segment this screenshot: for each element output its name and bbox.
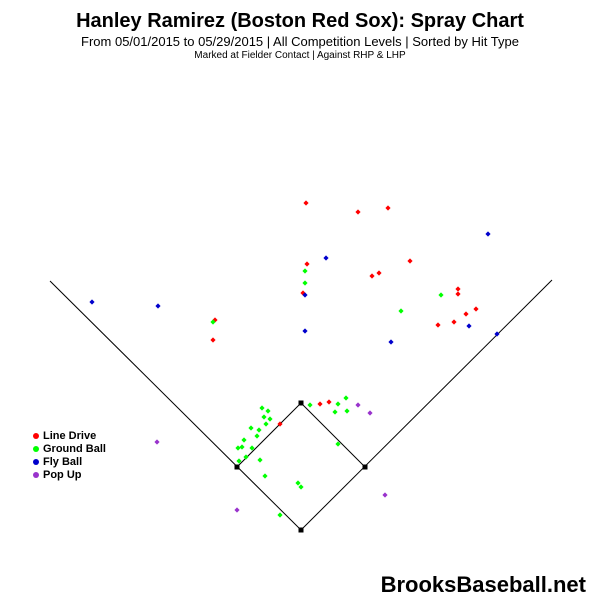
ground-ball-point (265, 408, 271, 414)
pop-up-point (234, 507, 240, 513)
watermark: BrooksBaseball.net (380, 572, 586, 597)
second-base (298, 400, 304, 406)
fly-ball-point (323, 255, 329, 261)
ground-ball-point (248, 425, 254, 431)
line-drive-point (463, 311, 469, 317)
fly-ball-point (302, 328, 308, 334)
legend-item-line-drive: Line Drive (33, 429, 106, 442)
legend-item-ground-ball: Ground Ball (33, 442, 106, 455)
home-plate (298, 527, 304, 533)
ground-ball-point (335, 401, 341, 407)
bases (234, 400, 368, 533)
fly-ball-point (388, 339, 394, 345)
ground-ball-point (438, 292, 444, 298)
ground-ball-point (210, 319, 216, 325)
pop-up-point (382, 492, 388, 498)
right-foul-line (300, 279, 553, 531)
ground-ball-point (295, 480, 301, 486)
line-drive-point (369, 273, 375, 279)
ground-ball-point (307, 402, 313, 408)
line-drive-point (451, 319, 457, 325)
line-drive-point (376, 270, 382, 276)
ground-ball-point (239, 444, 245, 450)
legend-label: Fly Ball (43, 455, 83, 468)
legend-label: Line Drive (43, 429, 97, 442)
legend-item-pop-up: Pop Up (33, 468, 106, 481)
line-drive-point (435, 322, 441, 328)
ground-ball-point (335, 441, 341, 447)
legend-marker (33, 432, 39, 439)
line-drive-point (303, 200, 309, 206)
chart-title: Hanley Ramirez (Boston Red Sox): Spray C… (76, 10, 524, 32)
ground-ball-point (249, 445, 255, 451)
ground-ball-point (263, 421, 269, 427)
ground-ball-point (254, 433, 260, 439)
fly-ball-point (494, 331, 500, 337)
line-drive-point (326, 399, 332, 405)
ground-ball-point (259, 405, 265, 411)
ground-ball-point (343, 395, 349, 401)
ground-ball-point (243, 454, 249, 460)
fly-ball-point (466, 323, 472, 329)
legend-label: Pop Up (43, 468, 82, 481)
line-drive-point (455, 286, 461, 292)
ground-ball-point (262, 473, 268, 479)
line-drive-point (317, 401, 323, 407)
chart-subtitle-secondary: Marked at Fielder Contact | Against RHP … (194, 50, 406, 61)
ground-ball-point (256, 427, 262, 433)
legend-marker (33, 471, 39, 478)
line-drive-point (455, 291, 461, 297)
infield-second-first (300, 402, 366, 468)
legend-marker (33, 445, 39, 452)
line-drive-point (304, 261, 310, 267)
ground-ball-point (298, 484, 304, 490)
ground-ball-point (302, 268, 308, 274)
line-drive-point (407, 258, 413, 264)
ground-ball-point (302, 280, 308, 286)
fly-ball-point (89, 299, 95, 305)
hit-points (89, 200, 500, 518)
ground-ball-point (261, 414, 267, 420)
left-foul-line (49, 280, 302, 531)
legend-item-fly-ball: Fly Ball (33, 455, 106, 468)
line-drive-point (385, 205, 391, 211)
ground-ball-point (241, 437, 247, 443)
legend-label: Ground Ball (43, 442, 106, 455)
fly-ball-point (302, 292, 308, 298)
third-base (234, 464, 240, 470)
line-drive-point (473, 306, 479, 312)
first-base (362, 464, 368, 470)
legend-marker (33, 458, 39, 465)
pop-up-point (355, 402, 361, 408)
line-drive-point (355, 209, 361, 215)
ground-ball-point (277, 512, 283, 518)
ground-ball-point (332, 409, 338, 415)
line-drive-point (277, 421, 283, 427)
ground-ball-point (236, 458, 242, 464)
fly-ball-point (485, 231, 491, 237)
ground-ball-point (257, 457, 263, 463)
ground-ball-point (267, 416, 273, 422)
ground-ball-point (344, 408, 350, 414)
ground-ball-point (235, 445, 241, 451)
chart-subtitle: From 05/01/2015 to 05/29/2015 | All Comp… (81, 34, 519, 49)
line-drive-point (210, 337, 216, 343)
legend: Line Drive Ground Ball Fly Ball Pop Up (33, 429, 106, 481)
pop-up-point (154, 439, 160, 445)
fly-ball-point (155, 303, 161, 309)
pop-up-point (367, 410, 373, 416)
ground-ball-point (398, 308, 404, 314)
